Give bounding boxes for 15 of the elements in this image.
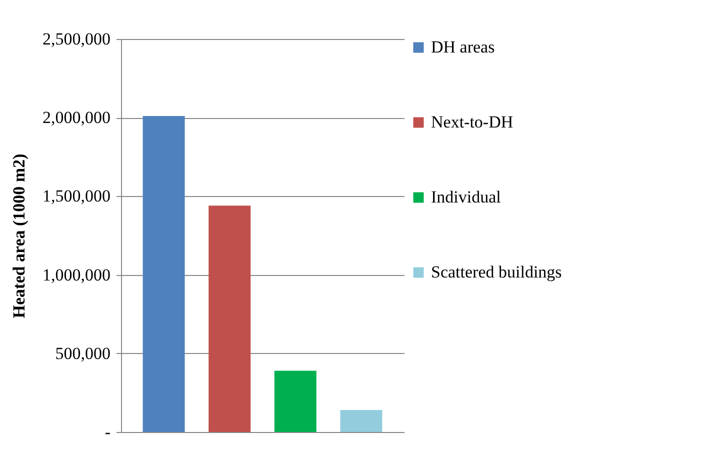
y-tick-label: 2,500,000 <box>42 30 110 48</box>
y-tick-label: 1,000,000 <box>42 265 110 284</box>
bar <box>208 206 251 432</box>
legend-label: Scattered buildings <box>431 262 562 282</box>
bar <box>142 116 185 432</box>
y-tick-label: - <box>104 422 111 442</box>
legend-label: Next-to-DH <box>431 112 514 132</box>
bar <box>274 370 316 432</box>
y-tick-label: 1,500,000 <box>42 186 110 206</box>
y-tick-label: 500,000 <box>55 344 110 363</box>
legend-label: Individual <box>431 188 502 206</box>
y-tick-label: 2,000,000 <box>42 108 110 128</box>
legend-label: DH areas <box>431 38 495 56</box>
bar <box>340 410 382 432</box>
y-axis-title: Heated area (1000 m2) <box>10 154 28 318</box>
